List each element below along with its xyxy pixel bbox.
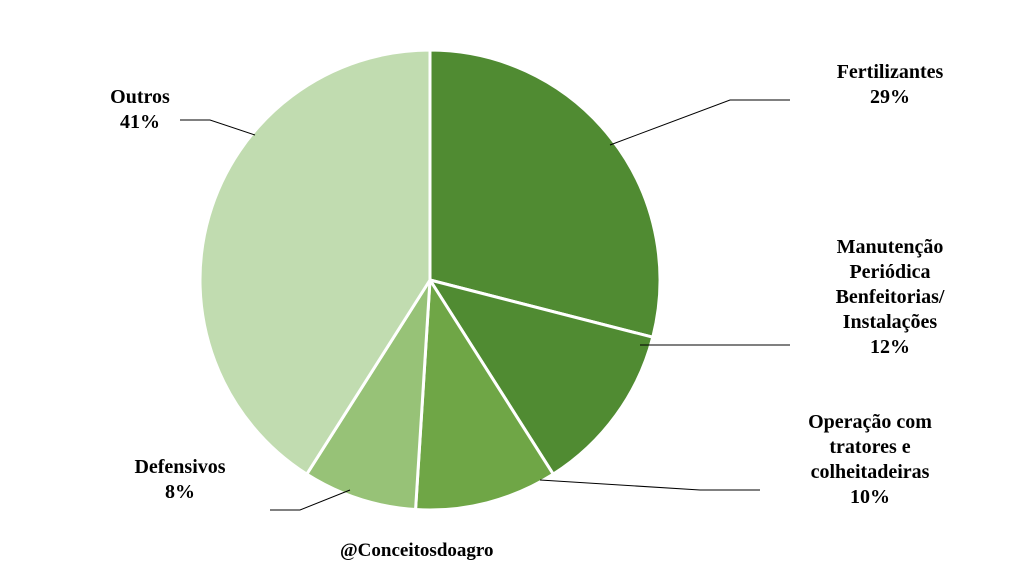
slice-label-0: Fertilizantes29%	[790, 60, 990, 110]
slice-label-1: ManutençãoPeriódicaBenfeitorias/Instalaç…	[790, 235, 990, 360]
leader-line-3	[270, 490, 350, 510]
chart-footer: @Conceitosdoagro	[340, 540, 493, 562]
pie-chart-container: Fertilizantes29% ManutençãoPeriódicaBenfe…	[0, 0, 1024, 576]
leader-line-2	[540, 480, 760, 490]
slice-label-3: Defensivos8%	[90, 455, 270, 505]
slice-label-2: Operação comtratores ecolheitadeiras10%	[760, 410, 980, 510]
leader-line-0	[610, 100, 790, 145]
slice-label-4: Outros41%	[50, 85, 230, 135]
